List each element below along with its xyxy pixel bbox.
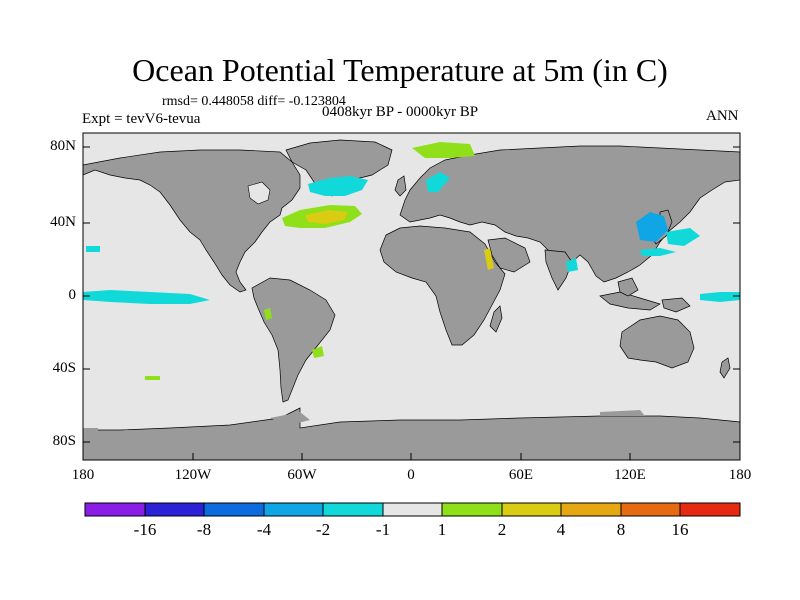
colorbar-box-11: [679, 502, 741, 517]
colorbar-label-m2: -2: [315, 520, 331, 539]
colorbar-box-7: [441, 502, 503, 517]
colorbar-box-8: [501, 502, 562, 517]
land-arabia: [487, 237, 531, 273]
colorbar-box-4: [263, 502, 324, 517]
colorbar-label-2: 2: [497, 520, 507, 539]
x-tick-60w: 60W: [287, 467, 317, 483]
colorbar-box-1: [84, 502, 146, 517]
land-antarctica: [82, 407, 741, 461]
colorbar-label-4: 4: [556, 520, 566, 539]
land-madagascar: [489, 305, 503, 333]
y-tick-0: 0: [68, 287, 77, 303]
anomaly-hawaii-cold: [86, 246, 100, 252]
colorbar-label-8: 8: [616, 520, 626, 539]
axis-ticks: [82, 146, 741, 460]
land-borneo: [617, 277, 639, 297]
y-tick-40n: 40N: [50, 214, 76, 230]
colorbar-box-2: [144, 502, 205, 517]
x-tick-120e: 120E: [614, 467, 646, 483]
colorbar-box-9: [560, 502, 622, 517]
colorbar-label-1: 1: [437, 520, 447, 539]
land-britain: [394, 175, 407, 197]
season-label: ANN: [706, 108, 739, 124]
period-label: 0408kyr BP - 0000kyr BP: [322, 104, 479, 120]
land-new-guinea: [661, 297, 691, 313]
land-eurasia: [399, 145, 741, 283]
colorbar: [84, 502, 741, 517]
colorbar-label-m1: -1: [375, 520, 391, 539]
y-tick-40s: 40S: [52, 360, 76, 376]
x-tick-180w: 180: [71, 467, 95, 483]
x-tick-60e: 60E: [508, 467, 534, 483]
colorbar-label-m16: -16: [133, 520, 157, 539]
colorbar-box-3: [203, 502, 265, 517]
land-new-zealand: [719, 357, 731, 379]
land-greenland: [285, 139, 393, 197]
anomaly-south-pacific-warm: [145, 376, 160, 380]
anomaly-japan-edge: [666, 228, 700, 246]
y-tick-80s: 80S: [52, 433, 76, 449]
anomaly-arabian-cold: [566, 258, 578, 272]
land-africa: [379, 225, 506, 346]
anomaly-labrador-cold: [308, 176, 368, 196]
colorbar-label-m4: -4: [256, 520, 272, 539]
x-tick-0: 0: [407, 467, 415, 483]
anomaly-east-pacific-cold: [83, 290, 210, 304]
anomaly-japan-cold: [636, 212, 668, 242]
anomaly-patagonia-warm: [312, 346, 324, 358]
colorbar-label-m8: -8: [196, 520, 212, 539]
map-title: Ocean Potential Temperature at 5m (in C): [132, 52, 668, 88]
colorbar-box-10: [620, 502, 681, 517]
stats-text: rmsd= 0.448058 diff= -0.123804: [162, 94, 346, 109]
x-tick-120w: 120W: [174, 467, 212, 483]
land-india: [544, 249, 573, 291]
experiment-label: Expt = tevV6-tevua: [82, 111, 201, 127]
y-tick-80n: 80N: [50, 138, 76, 154]
colorbar-box-5: [322, 502, 384, 517]
anomaly-red-sea-warm: [484, 248, 494, 270]
anomaly-nw-pacific-cold: [640, 248, 676, 256]
land-north-america: [82, 149, 301, 293]
x-tick-180e: 180: [728, 467, 752, 483]
land-australia: [619, 315, 695, 369]
anomaly-chile-warm: [264, 308, 272, 320]
hudson-bay: [247, 181, 271, 205]
anomaly-norwegian-cold: [426, 172, 450, 192]
anomaly-north-atlantic-core: [305, 210, 348, 224]
colorbar-box-6: [382, 502, 443, 517]
colorbar-label-16: 16: [671, 520, 689, 539]
anomaly-west-pacific-cold: [700, 292, 740, 302]
land-south-america: [251, 277, 336, 403]
anomaly-barents-warm: [412, 142, 475, 158]
